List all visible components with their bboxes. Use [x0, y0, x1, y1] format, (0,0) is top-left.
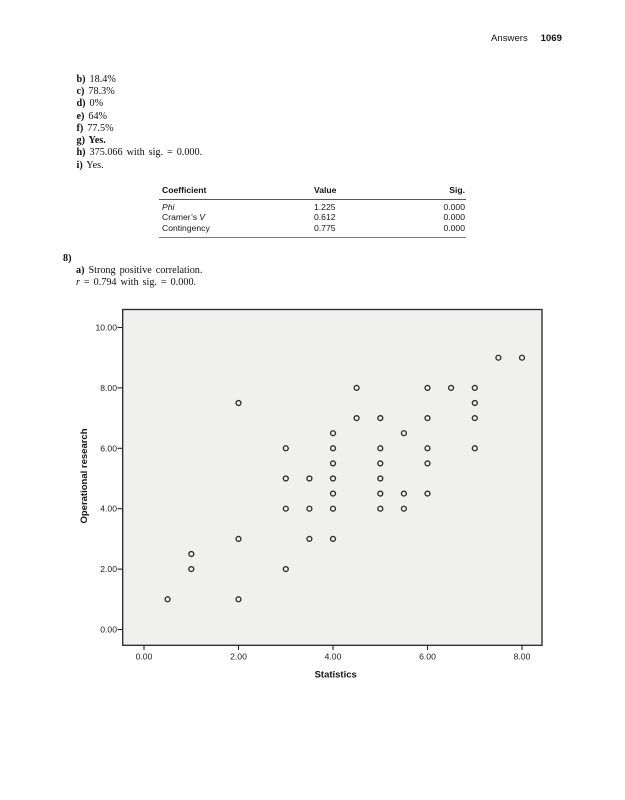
svg-text:8.00: 8.00	[514, 652, 531, 662]
svg-text:Operational research: Operational research	[79, 428, 90, 523]
svg-text:2.00: 2.00	[230, 652, 247, 662]
svg-text:2.00: 2.00	[100, 564, 117, 574]
svg-text:10.00: 10.00	[95, 323, 117, 333]
svg-text:4.00: 4.00	[325, 652, 342, 662]
svg-text:0.00: 0.00	[136, 652, 153, 662]
svg-text:6.00: 6.00	[100, 443, 117, 453]
svg-text:Statistics: Statistics	[315, 670, 357, 681]
svg-text:8.00: 8.00	[100, 383, 117, 393]
svg-text:4.00: 4.00	[100, 504, 117, 514]
svg-text:6.00: 6.00	[419, 652, 436, 662]
svg-text:0.00: 0.00	[100, 625, 117, 635]
